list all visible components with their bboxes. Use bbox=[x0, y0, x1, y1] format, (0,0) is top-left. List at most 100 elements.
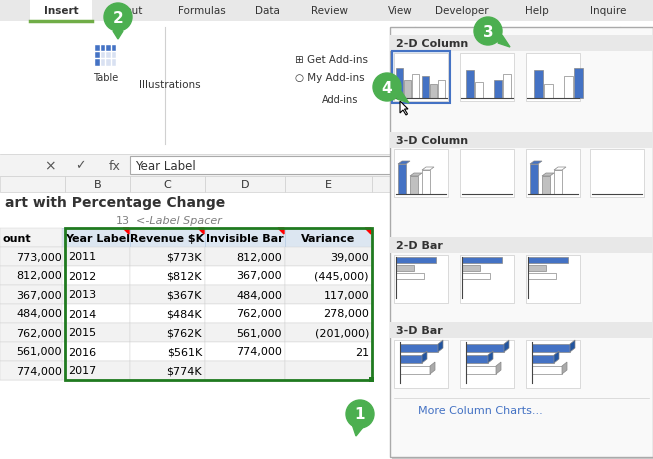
Text: Layout: Layout bbox=[107, 6, 143, 16]
FancyBboxPatch shape bbox=[0, 0, 653, 22]
Text: 2017: 2017 bbox=[68, 366, 96, 375]
FancyBboxPatch shape bbox=[0, 361, 62, 380]
Text: ount: ount bbox=[3, 233, 31, 243]
FancyBboxPatch shape bbox=[460, 150, 514, 197]
FancyBboxPatch shape bbox=[394, 54, 448, 102]
Text: 367,000: 367,000 bbox=[16, 290, 62, 300]
FancyBboxPatch shape bbox=[130, 266, 205, 285]
FancyBboxPatch shape bbox=[285, 361, 372, 380]
FancyBboxPatch shape bbox=[106, 60, 111, 67]
FancyBboxPatch shape bbox=[285, 304, 372, 323]
FancyBboxPatch shape bbox=[400, 355, 422, 363]
FancyBboxPatch shape bbox=[390, 237, 653, 253]
Polygon shape bbox=[542, 174, 554, 177]
Text: 2014: 2014 bbox=[68, 309, 96, 319]
FancyBboxPatch shape bbox=[398, 165, 406, 195]
Polygon shape bbox=[278, 229, 284, 235]
FancyBboxPatch shape bbox=[404, 81, 411, 99]
FancyBboxPatch shape bbox=[554, 171, 562, 195]
FancyBboxPatch shape bbox=[590, 150, 644, 197]
Text: 117,000: 117,000 bbox=[323, 290, 369, 300]
FancyBboxPatch shape bbox=[396, 265, 414, 271]
FancyBboxPatch shape bbox=[542, 177, 550, 195]
FancyBboxPatch shape bbox=[0, 342, 62, 361]
FancyBboxPatch shape bbox=[622, 30, 644, 48]
Text: (445,000): (445,000) bbox=[315, 271, 369, 281]
Polygon shape bbox=[422, 351, 427, 363]
FancyBboxPatch shape bbox=[628, 41, 631, 49]
FancyBboxPatch shape bbox=[390, 28, 653, 457]
Text: Charts: Charts bbox=[432, 73, 464, 83]
FancyBboxPatch shape bbox=[394, 340, 448, 388]
FancyBboxPatch shape bbox=[65, 361, 130, 380]
FancyBboxPatch shape bbox=[400, 366, 430, 374]
Text: J: J bbox=[464, 179, 467, 190]
FancyBboxPatch shape bbox=[0, 247, 65, 266]
FancyBboxPatch shape bbox=[0, 323, 62, 342]
Polygon shape bbox=[397, 92, 409, 104]
Text: Inquire: Inquire bbox=[590, 6, 626, 16]
Polygon shape bbox=[554, 168, 566, 171]
FancyBboxPatch shape bbox=[394, 150, 448, 197]
Text: 13: 13 bbox=[116, 216, 130, 225]
FancyBboxPatch shape bbox=[396, 274, 424, 280]
FancyBboxPatch shape bbox=[65, 247, 130, 266]
Text: 773,000: 773,000 bbox=[16, 252, 62, 262]
Text: fx: fx bbox=[109, 159, 121, 172]
Polygon shape bbox=[562, 362, 567, 374]
Text: Data: Data bbox=[255, 6, 279, 16]
FancyBboxPatch shape bbox=[130, 229, 205, 247]
FancyBboxPatch shape bbox=[390, 36, 653, 52]
FancyBboxPatch shape bbox=[410, 177, 418, 195]
FancyBboxPatch shape bbox=[369, 377, 374, 382]
Text: 2013: 2013 bbox=[68, 290, 96, 300]
FancyBboxPatch shape bbox=[101, 53, 106, 59]
FancyBboxPatch shape bbox=[65, 323, 130, 342]
FancyBboxPatch shape bbox=[0, 155, 653, 177]
FancyBboxPatch shape bbox=[112, 53, 116, 59]
FancyBboxPatch shape bbox=[574, 69, 583, 99]
Text: 3-D Column: 3-D Column bbox=[396, 136, 468, 146]
FancyBboxPatch shape bbox=[390, 322, 653, 338]
FancyBboxPatch shape bbox=[440, 177, 490, 193]
Text: 561,000: 561,000 bbox=[16, 347, 62, 357]
FancyBboxPatch shape bbox=[466, 71, 474, 99]
Text: View: View bbox=[388, 6, 413, 16]
FancyBboxPatch shape bbox=[130, 247, 205, 266]
FancyBboxPatch shape bbox=[394, 256, 448, 303]
Polygon shape bbox=[123, 229, 129, 235]
FancyBboxPatch shape bbox=[0, 285, 62, 304]
FancyBboxPatch shape bbox=[65, 342, 130, 361]
FancyBboxPatch shape bbox=[0, 229, 62, 247]
Text: (201,000): (201,000) bbox=[315, 328, 369, 338]
FancyBboxPatch shape bbox=[0, 304, 62, 323]
Text: Add-ins: Add-ins bbox=[322, 95, 358, 105]
FancyBboxPatch shape bbox=[95, 60, 100, 67]
Text: 762,000: 762,000 bbox=[16, 328, 62, 338]
FancyBboxPatch shape bbox=[101, 45, 106, 52]
Polygon shape bbox=[430, 362, 435, 374]
Text: $762K: $762K bbox=[167, 328, 202, 338]
FancyBboxPatch shape bbox=[528, 257, 568, 263]
Polygon shape bbox=[410, 174, 422, 177]
Polygon shape bbox=[398, 162, 410, 165]
Text: 278,000: 278,000 bbox=[323, 309, 369, 319]
Text: <-Label Spacer: <-Label Spacer bbox=[136, 216, 222, 225]
FancyBboxPatch shape bbox=[205, 266, 285, 285]
Text: Illustrations: Illustrations bbox=[139, 80, 201, 90]
Text: Table: Table bbox=[93, 73, 119, 83]
Text: Review: Review bbox=[311, 6, 349, 16]
FancyBboxPatch shape bbox=[466, 366, 496, 374]
FancyBboxPatch shape bbox=[0, 177, 390, 459]
FancyBboxPatch shape bbox=[526, 150, 580, 197]
FancyBboxPatch shape bbox=[0, 304, 65, 323]
Text: ○ My Add-ins: ○ My Add-ins bbox=[295, 73, 364, 83]
FancyBboxPatch shape bbox=[285, 323, 372, 342]
FancyBboxPatch shape bbox=[0, 229, 65, 247]
FancyBboxPatch shape bbox=[405, 408, 408, 416]
Text: 774,000: 774,000 bbox=[16, 366, 62, 375]
Text: 812,000: 812,000 bbox=[236, 252, 282, 262]
Polygon shape bbox=[400, 102, 408, 116]
FancyBboxPatch shape bbox=[400, 344, 438, 352]
Text: D: D bbox=[241, 179, 249, 190]
